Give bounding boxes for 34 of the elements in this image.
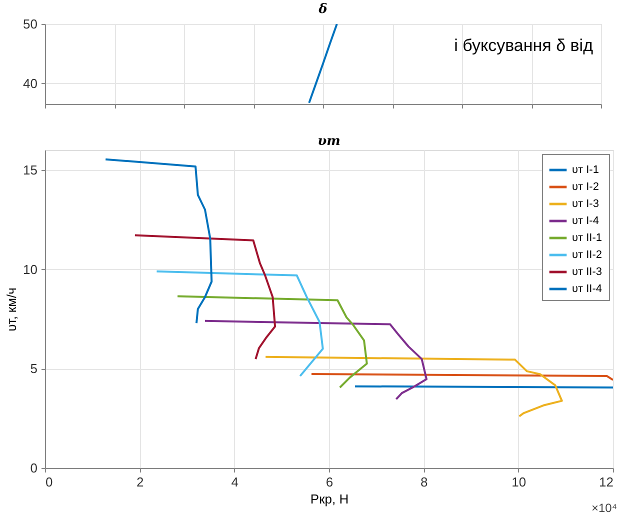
y-tick-label: 10 — [23, 262, 38, 277]
x-tick-label: 10 — [512, 474, 526, 490]
line-series — [156, 270, 324, 377]
line-series — [308, 24, 338, 104]
line-series — [204, 320, 428, 400]
legend-label: υт II-2 — [572, 249, 602, 261]
x-tick-label: 8 — [420, 474, 428, 490]
line-series — [264, 356, 563, 418]
legend-label: υт I-1 — [572, 164, 599, 176]
x-tick-label: 6 — [326, 474, 334, 490]
chart-title: υт — [318, 134, 340, 149]
legend-label: υт I-3 — [572, 198, 599, 210]
x-tick-label: 0 — [46, 474, 53, 490]
legend-label: υт II-4 — [572, 283, 602, 295]
annotation: і буксування δ від — [454, 36, 594, 55]
legend-label: υт I-4 — [572, 215, 599, 227]
y-tick-label: 15 — [23, 162, 38, 178]
x-axis-title: Pкр, Н — [310, 492, 349, 506]
line-series — [176, 295, 368, 389]
legend-label: υт II-1 — [572, 232, 602, 244]
y-tick-label: 40 — [23, 76, 38, 91]
chart-title: δ — [318, 2, 328, 17]
x-tick-label: 4 — [231, 474, 238, 490]
y-tick-label: 50 — [23, 16, 38, 32]
y-tick-label: 0 — [30, 460, 38, 476]
text: ×10⁴ — [591, 501, 617, 513]
x-tick-label: 2 — [136, 474, 144, 490]
legend-label: υт II-3 — [572, 266, 602, 278]
line-series — [104, 158, 213, 324]
y-tick-label: 5 — [30, 361, 38, 376]
line-series — [134, 234, 276, 360]
legend-label: υт I-2 — [572, 181, 599, 193]
x-tick-label: 12 — [599, 474, 614, 490]
y-axis-title: υт, км/ч — [4, 288, 20, 332]
